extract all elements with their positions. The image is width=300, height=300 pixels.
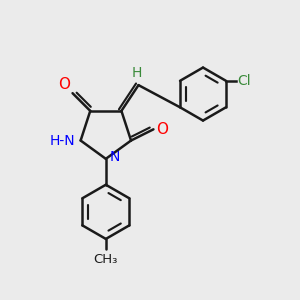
Text: N: N <box>110 150 120 164</box>
Text: H: H <box>132 66 142 80</box>
Text: O: O <box>58 77 70 92</box>
Text: Cl: Cl <box>238 74 251 88</box>
Text: H-N: H-N <box>50 134 75 148</box>
Text: O: O <box>156 122 168 137</box>
Text: CH₃: CH₃ <box>94 253 118 266</box>
